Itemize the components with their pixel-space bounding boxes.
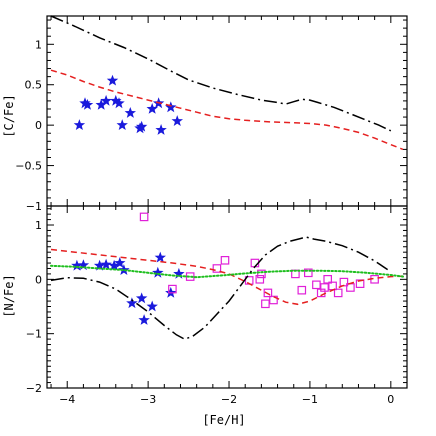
top-panel-series [50, 15, 404, 151]
bottom-ytick-label: 0 [35, 273, 42, 286]
bottom-square-point-11 [255, 275, 265, 284]
top-star-point-5 [106, 74, 119, 86]
bottom-square-point-17 [320, 283, 329, 292]
bottom-square-point-7 [257, 269, 266, 279]
bottom-panel: −2 −1 0 1 −4 −3 −2 −1 0 [N/Fe] [Fe/H] [2, 205, 408, 427]
bottom-star-point-1 [77, 259, 90, 271]
x-axis-title: [Fe/H] [202, 413, 245, 427]
bottom-square-point-1 [168, 284, 177, 294]
top-star-point-2 [81, 98, 94, 110]
bottom-ytick-label: 1 [35, 219, 42, 232]
top-star-point-11 [135, 120, 148, 132]
bottom-square-point-15 [312, 280, 321, 290]
bottom-series-line-4 [50, 236, 392, 340]
bottom-square-point-14 [304, 268, 313, 278]
top-panel: −1 −0.5 0 0.5 1 [C/Fe] [2, 15, 408, 213]
top-star-point-3 [95, 98, 107, 110]
xtick-label: −1 [302, 393, 318, 406]
bottom-plot-frame [46, 205, 408, 389]
top-star-point-16 [171, 115, 183, 126]
top-star-point-12 [146, 103, 158, 114]
top-star-point-6 [110, 94, 122, 106]
bottom-star-point-11 [152, 266, 164, 278]
top-panel-ylabel: [C/Fe] [2, 94, 16, 137]
bottom-square-point-10 [269, 295, 278, 305]
bottom-series-line-2 [50, 248, 404, 306]
bottom-square-point-13 [297, 285, 307, 295]
bottom-star-point-8 [135, 292, 148, 304]
top-ytick-label: 0.5 [25, 79, 43, 92]
top-ytick-label: −0.5 [15, 160, 42, 173]
xtick-label: 0 [387, 393, 394, 406]
bottom-star-point-0 [71, 259, 83, 271]
xtick-label: −3 [140, 393, 156, 406]
top-star-point-9 [124, 107, 136, 118]
bottom-ytick-label: −1 [26, 328, 42, 341]
bottom-star-point-9 [138, 314, 150, 325]
bottom-star-point-4 [108, 259, 120, 271]
xtick-label: −2 [221, 393, 237, 406]
bottom-star-point-6 [118, 264, 130, 275]
top-star-point-14 [155, 124, 167, 135]
bottom-ytick-label: −2 [26, 382, 42, 395]
bottom-panel-ylabel: [N/Fe] [2, 274, 16, 317]
bottom-square-point-4 [220, 256, 230, 265]
bottom-square-point-18 [323, 275, 333, 284]
top-panel-axes: −1 −0.5 0 0.5 1 [15, 15, 408, 213]
bottom-star-point-14 [173, 267, 185, 279]
bottom-star-point-2 [93, 259, 106, 271]
top-ytick-label: 1 [35, 38, 42, 51]
bottom-star-point-3 [100, 258, 112, 270]
top-star-point-1 [79, 97, 91, 109]
top-ytick-label: −1 [26, 200, 42, 213]
xtick-label: −4 [59, 393, 75, 406]
top-star-point-8 [116, 119, 128, 130]
top-star-point-15 [165, 101, 177, 113]
bottom-panel-series [50, 212, 404, 340]
bottom-star-point-12 [154, 251, 166, 263]
bottom-star-point-7 [126, 297, 138, 309]
top-star-point-4 [100, 94, 112, 106]
bottom-square-point-8 [261, 299, 270, 309]
bottom-star-point-5 [114, 257, 126, 268]
bottom-square-point-3 [212, 264, 222, 273]
bottom-panel-axes: −2 −1 0 1 −4 −3 −2 −1 0 [26, 205, 408, 406]
bottom-star-point-10 [146, 300, 158, 312]
top-star-point-0 [73, 119, 86, 130]
top-star-point-7 [113, 97, 125, 109]
bottom-square-point-9 [263, 288, 273, 298]
top-ytick-label: 0 [35, 119, 42, 132]
bottom-square-point-0 [139, 212, 149, 222]
bottom-square-point-20 [333, 288, 343, 298]
bottom-series-line-3 [50, 264, 404, 279]
